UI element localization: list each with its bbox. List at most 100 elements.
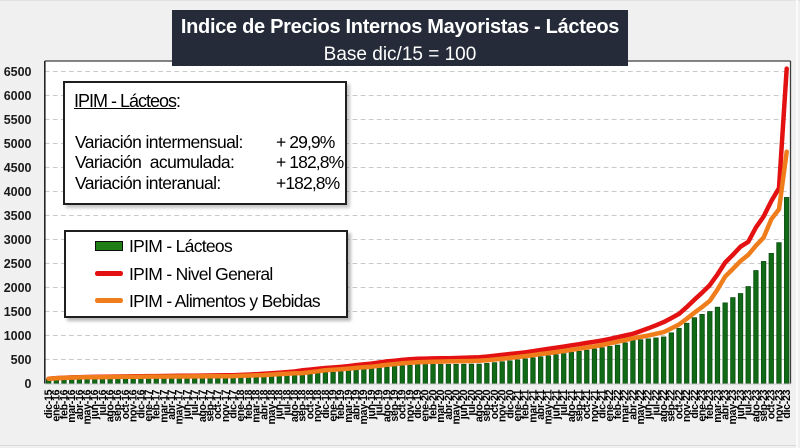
svg-text:jul-20: jul-20 xyxy=(466,389,478,416)
svg-text:feb-19: feb-19 xyxy=(335,389,347,419)
svg-text:may-19: may-19 xyxy=(358,389,370,424)
svg-text:oct-23: oct-23 xyxy=(766,389,778,419)
svg-text:oct-21: oct-21 xyxy=(581,389,593,419)
svg-text:may-16: may-16 xyxy=(82,389,94,424)
svg-text:dic-17: dic-17 xyxy=(228,389,240,418)
svg-text:oct-22: oct-22 xyxy=(673,389,685,419)
svg-text:5500: 5500 xyxy=(4,113,32,127)
svg-text:abr-18: abr-18 xyxy=(258,389,270,419)
svg-text:nov-17: nov-17 xyxy=(220,389,232,422)
svg-text:2000: 2000 xyxy=(4,281,32,295)
svg-text:mar-19: mar-19 xyxy=(343,389,355,422)
svg-text:3500: 3500 xyxy=(4,209,32,223)
svg-text:jul-18: jul-18 xyxy=(281,389,293,416)
svg-text:sep-23: sep-23 xyxy=(758,389,770,421)
svg-text:abr-23: abr-23 xyxy=(720,389,732,419)
svg-text:500: 500 xyxy=(11,353,32,367)
svg-text:sep-22: sep-22 xyxy=(666,389,678,421)
svg-text:feb-17: feb-17 xyxy=(151,389,163,419)
svg-text:nov-23: nov-23 xyxy=(773,389,785,422)
svg-text:feb-18: feb-18 xyxy=(243,389,255,419)
svg-text:ene-21: ene-21 xyxy=(512,389,524,421)
svg-text:ene-22: ene-22 xyxy=(604,389,616,421)
svg-text:sep-16: sep-16 xyxy=(112,389,124,421)
svg-text:ene-17: ene-17 xyxy=(143,389,155,421)
svg-text:may-17: may-17 xyxy=(174,389,186,424)
svg-text:dic-19: dic-19 xyxy=(412,389,424,418)
svg-text:ago-17: ago-17 xyxy=(197,389,209,422)
svg-text:jul-22: jul-22 xyxy=(650,389,662,416)
svg-text:ago-20: ago-20 xyxy=(474,389,486,422)
svg-text:dic-16: dic-16 xyxy=(135,389,147,418)
svg-text:dic-22: dic-22 xyxy=(689,389,701,418)
svg-text:0: 0 xyxy=(25,377,32,391)
svg-text:feb-20: feb-20 xyxy=(427,389,439,419)
svg-text:1000: 1000 xyxy=(4,329,32,343)
svg-text:jun-18: jun-18 xyxy=(274,389,286,420)
svg-text:dic-20: dic-20 xyxy=(504,389,516,418)
svg-text:jun-17: jun-17 xyxy=(181,389,193,420)
svg-text:nov-20: nov-20 xyxy=(497,389,509,422)
svg-text:ene-16: ene-16 xyxy=(51,389,63,421)
svg-text:mar-17: mar-17 xyxy=(158,389,170,422)
svg-text:6500: 6500 xyxy=(4,65,32,79)
svg-text:jul-17: jul-17 xyxy=(189,389,201,416)
svg-text:sep-17: sep-17 xyxy=(205,389,217,421)
svg-text:ene-20: ene-20 xyxy=(420,389,432,421)
svg-text:4000: 4000 xyxy=(4,185,32,199)
svg-text:ago-19: ago-19 xyxy=(381,389,393,422)
svg-text:may-23: may-23 xyxy=(727,389,739,424)
svg-text:jul-16: jul-16 xyxy=(97,389,109,416)
svg-text:may-18: may-18 xyxy=(266,389,278,424)
svg-text:ene-23: ene-23 xyxy=(697,389,709,421)
svg-text:sep-19: sep-19 xyxy=(389,389,401,421)
svg-text:abr-19: abr-19 xyxy=(351,389,363,419)
svg-text:nov-16: nov-16 xyxy=(128,389,140,422)
svg-text:feb-23: feb-23 xyxy=(704,389,716,419)
svg-text:jul-19: jul-19 xyxy=(374,389,386,416)
svg-text:nov-19: nov-19 xyxy=(404,389,416,422)
svg-text:may-22: may-22 xyxy=(635,389,647,424)
svg-text:ago-18: ago-18 xyxy=(289,389,301,422)
svg-text:3000: 3000 xyxy=(4,233,32,247)
svg-text:may-20: may-20 xyxy=(451,389,463,424)
svg-text:jul-21: jul-21 xyxy=(558,389,570,416)
svg-text:mar-21: mar-21 xyxy=(527,389,539,422)
svg-text:5000: 5000 xyxy=(4,137,32,151)
svg-text:jul-23: jul-23 xyxy=(743,389,755,416)
svg-text:ene-18: ene-18 xyxy=(235,389,247,421)
svg-text:nov-18: nov-18 xyxy=(312,389,324,422)
svg-text:jun-19: jun-19 xyxy=(366,389,378,420)
svg-text:jun-23: jun-23 xyxy=(735,389,747,420)
svg-text:mar-23: mar-23 xyxy=(712,389,724,422)
svg-text:sep-20: sep-20 xyxy=(481,389,493,421)
svg-text:1500: 1500 xyxy=(4,305,32,319)
svg-text:2500: 2500 xyxy=(4,257,32,271)
svg-text:sep-21: sep-21 xyxy=(574,389,586,421)
svg-text:feb-16: feb-16 xyxy=(58,389,70,419)
svg-text:jun-20: jun-20 xyxy=(458,389,470,420)
svg-text:dic-23: dic-23 xyxy=(781,389,793,418)
svg-text:mar-18: mar-18 xyxy=(251,389,263,422)
svg-text:jun-21: jun-21 xyxy=(550,389,562,420)
svg-text:ago-16: ago-16 xyxy=(105,389,117,422)
svg-text:ago-23: ago-23 xyxy=(750,389,762,422)
svg-text:abr-20: abr-20 xyxy=(443,389,455,419)
svg-text:abr-16: abr-16 xyxy=(74,389,86,419)
svg-text:ago-22: ago-22 xyxy=(658,389,670,422)
svg-text:4500: 4500 xyxy=(4,161,32,175)
svg-text:abr-21: abr-21 xyxy=(535,389,547,419)
svg-text:may-21: may-21 xyxy=(543,389,555,424)
svg-text:nov-21: nov-21 xyxy=(589,389,601,422)
svg-text:abr-17: abr-17 xyxy=(166,389,178,419)
svg-text:oct-17: oct-17 xyxy=(212,389,224,419)
svg-text:feb-21: feb-21 xyxy=(520,389,532,419)
svg-text:feb-22: feb-22 xyxy=(612,389,624,419)
svg-text:oct-18: oct-18 xyxy=(304,389,316,419)
svg-text:ago-21: ago-21 xyxy=(566,389,578,422)
svg-text:ene-19: ene-19 xyxy=(328,389,340,421)
svg-text:6000: 6000 xyxy=(4,89,32,103)
svg-text:oct-16: oct-16 xyxy=(120,389,132,419)
svg-text:oct-20: oct-20 xyxy=(489,389,501,419)
svg-text:nov-22: nov-22 xyxy=(681,389,693,422)
